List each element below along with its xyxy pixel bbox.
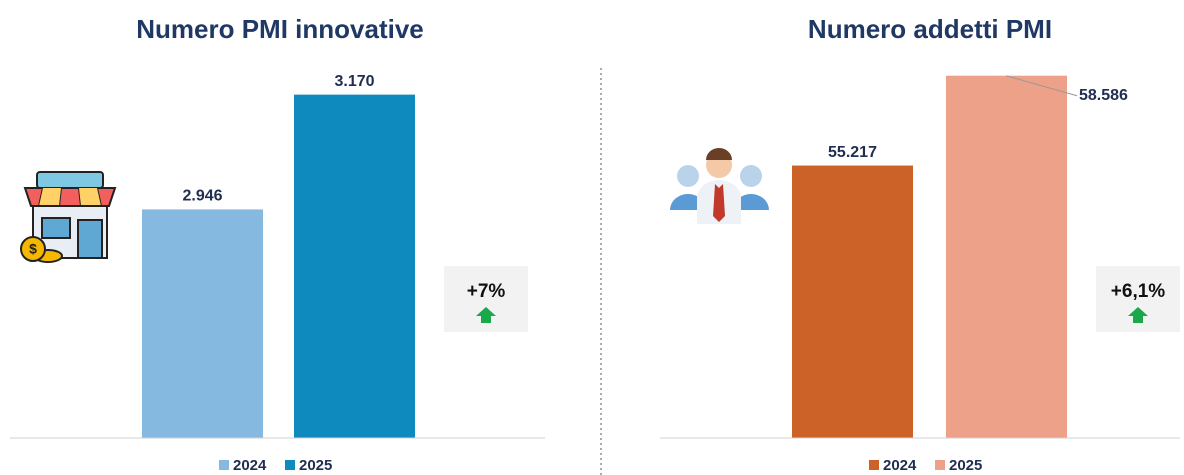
chart-title: Numero addetti PMI — [808, 14, 1052, 44]
legend-label: 2024 — [233, 457, 267, 474]
bar — [946, 75, 1067, 438]
annotation: +7% — [467, 281, 506, 302]
bar — [792, 165, 913, 438]
legend-swatch — [869, 460, 879, 470]
value-label: 3.170 — [334, 73, 374, 90]
store-icon: $ — [20, 171, 117, 263]
legend-swatch — [935, 460, 945, 470]
legend-label: 2025 — [299, 457, 332, 474]
value-label: 2.946 — [182, 188, 222, 205]
legend-swatch — [219, 460, 229, 470]
people-icon — [670, 148, 769, 224]
annotation: +6,1% — [1111, 281, 1166, 302]
chart-title: Numero PMI innovative — [136, 14, 424, 44]
leader-line — [1005, 75, 1078, 97]
legend-label: 2024 — [883, 457, 917, 474]
svg-text:$: $ — [29, 241, 37, 257]
legend-label: 2025 — [949, 457, 982, 474]
up-arrow — [1128, 307, 1148, 323]
value-label: 58.586 — [1079, 87, 1128, 104]
legend-swatch — [285, 460, 295, 470]
value-label: 55.217 — [828, 144, 877, 161]
up-arrow — [476, 307, 496, 323]
bar — [142, 209, 263, 438]
bar — [294, 94, 415, 438]
